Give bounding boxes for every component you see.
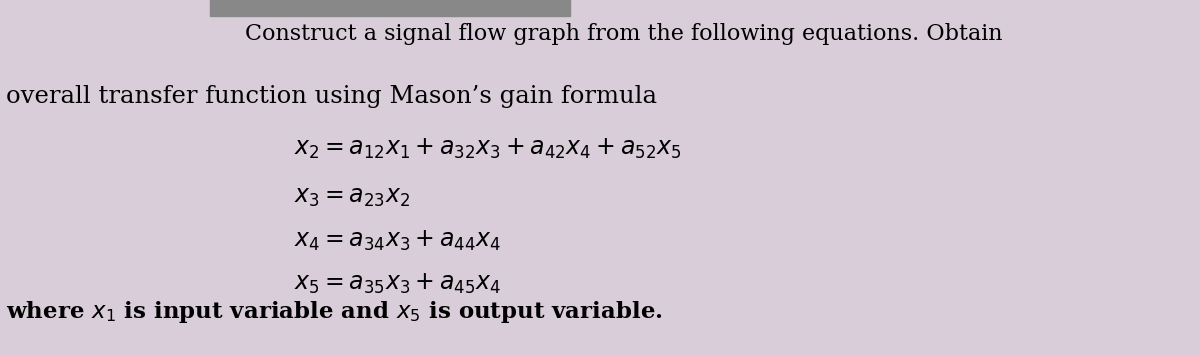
Text: overall transfer function using Mason’s gain formula: overall transfer function using Mason’s … xyxy=(6,85,658,108)
Text: $x_5 =a_{35}x_3 + a_{45}x_4$: $x_5 =a_{35}x_3 + a_{45}x_4$ xyxy=(294,272,500,296)
FancyBboxPatch shape xyxy=(210,0,570,16)
Text: $x_3 =a_{23}x_2$: $x_3 =a_{23}x_2$ xyxy=(294,186,410,209)
Text: where $x_1$ is input variable and $x_5$ is output variable.: where $x_1$ is input variable and $x_5$ … xyxy=(6,299,662,325)
Text: Construct a signal flow graph from the following equations. Obtain: Construct a signal flow graph from the f… xyxy=(245,23,1003,45)
Text: $x_2 =a_{12}x_1 + a_{32}x_3 + a_{42}x_4 + a_{52}x_5$: $x_2 =a_{12}x_1 + a_{32}x_3 + a_{42}x_4 … xyxy=(294,137,682,161)
Text: $x_4 =a_{34}x_3 + a_{44}x_4$: $x_4 =a_{34}x_3 + a_{44}x_4$ xyxy=(294,229,500,253)
